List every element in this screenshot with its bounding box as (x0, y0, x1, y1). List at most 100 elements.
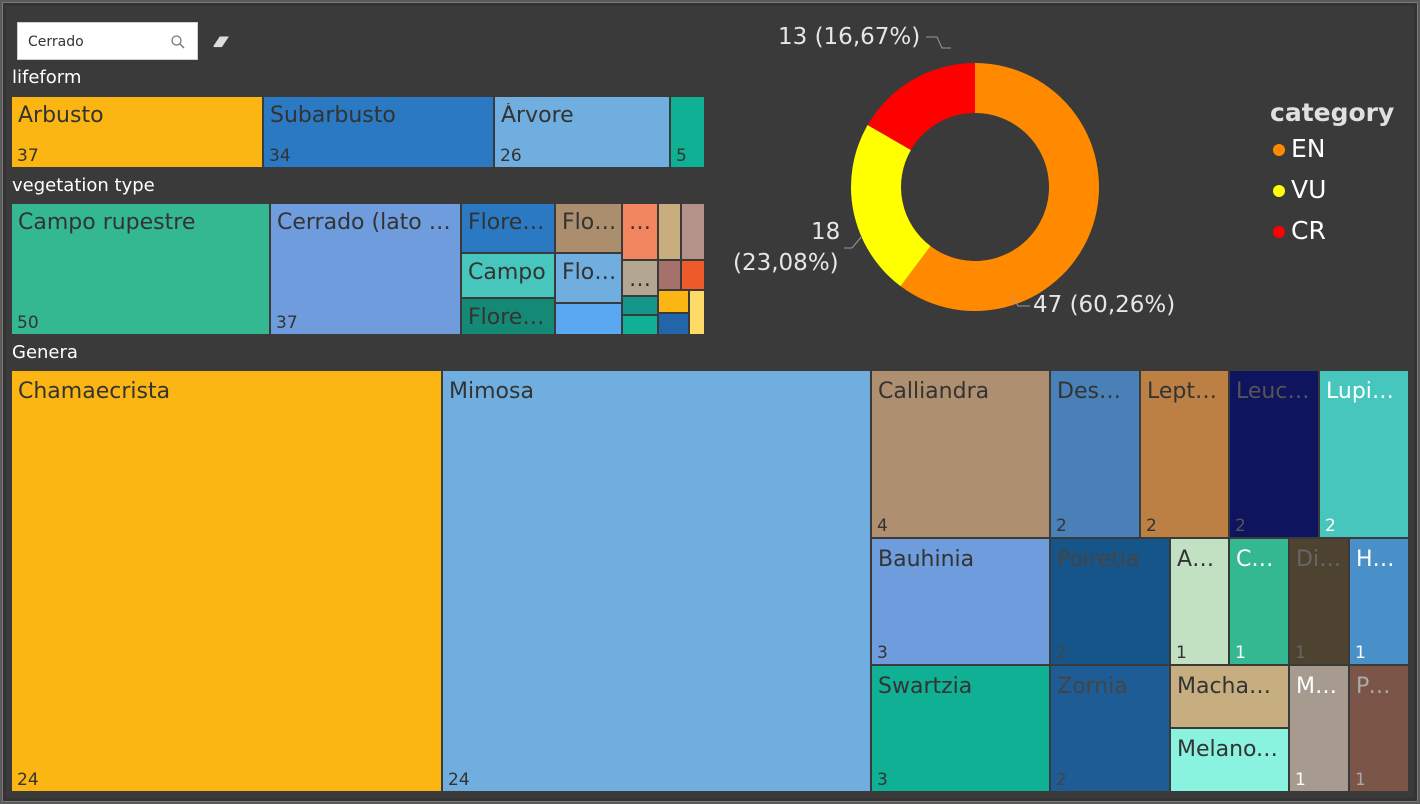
genera-tile[interactable]: Desmodium 2 (1050, 370, 1140, 538)
lifeform-tile[interactable]: 5 (670, 96, 705, 168)
vegetation-tile[interactable] (658, 203, 681, 260)
genera-tile-label: Melanoxylon (1177, 737, 1284, 762)
genera-tile-label: Machaerium (1177, 674, 1284, 699)
vegetation-tile[interactable]: Floresta (555, 253, 622, 303)
vegetation-tile[interactable]: Floresta Estacional (461, 203, 555, 253)
vegetation-tile[interactable] (622, 315, 658, 335)
genera-tile[interactable]: Camptosema 1 (1229, 538, 1289, 665)
vegetation-tile[interactable]: Cerrado (lato sensu) 37 (270, 203, 461, 335)
legend-label: EN (1291, 134, 1326, 163)
vegetation-tile[interactable] (658, 290, 689, 313)
genera-tile-label: Mysanthus (1296, 674, 1344, 699)
legend-item-cr[interactable]: CR (1273, 216, 1326, 245)
vegetation-tile-label: Floresta (468, 305, 550, 330)
genera-tile-value: 2 (1056, 770, 1067, 790)
vegetation-tile-label: Campo rupestre (18, 210, 196, 235)
vegetation-tile[interactable] (658, 313, 689, 335)
genera-tile[interactable]: Harpalyce 1 (1349, 538, 1409, 665)
donut-leader-line-cr (926, 36, 951, 49)
lifeform-tile-value: 34 (269, 146, 291, 166)
legend-marker (1273, 144, 1285, 156)
genera-tile-value: 1 (1295, 643, 1306, 663)
genera-tile-label: Leucaena (1236, 379, 1314, 404)
vegetation-tile-value: 50 (17, 313, 39, 333)
lifeform-tile[interactable]: Arbusto 37 (11, 96, 263, 168)
search-input[interactable]: Cerrado (28, 34, 84, 50)
genera-tile[interactable]: Leptolobium 2 (1140, 370, 1229, 538)
lifeform-tile[interactable]: Subarbusto 34 (263, 96, 494, 168)
genera-tile-value: 1 (1235, 643, 1246, 663)
vegetation-tile-label: … (629, 267, 651, 292)
genera-tile[interactable]: Zornia 2 (1050, 665, 1170, 792)
vegetation-tile[interactable] (681, 203, 705, 260)
vegetation-tile[interactable] (681, 260, 705, 290)
genera-tile-label: Harpalyce (1356, 547, 1404, 572)
lifeform-tile-value: 37 (17, 146, 39, 166)
genera-tile[interactable]: Machaerium (1170, 665, 1289, 728)
genera-tile[interactable]: Bauhinia 3 (871, 538, 1050, 665)
genera-tile[interactable]: Periandra 1 (1349, 665, 1409, 792)
vegetation-tile[interactable]: Floresta Ombrófila (555, 203, 622, 253)
legend-marker (1273, 185, 1285, 197)
donut-leader-line-en (1011, 295, 1030, 307)
genera-tile-value: 3 (877, 770, 888, 790)
genera-tile-value: 1 (1176, 643, 1187, 663)
genera-tile-label: Zornia (1057, 674, 1128, 699)
vegetation-tile[interactable] (658, 260, 681, 290)
genera-tile[interactable]: Dimorphandra 1 (1289, 538, 1349, 665)
vegetation-tile[interactable]: Campo rupestre 50 (11, 203, 270, 335)
genera-tile[interactable]: Chamaecrista 24 (11, 370, 442, 792)
donut-slice-vu[interactable] (851, 125, 931, 287)
eraser-icon[interactable] (212, 34, 230, 48)
vegetation-tile-label: Cerrado (lato sensu) (277, 210, 456, 235)
lifeform-tile-value: 26 (500, 146, 522, 166)
donut-label-vu-percent: (23,08%) (733, 250, 839, 276)
genera-tile-label: Lupinus (1326, 379, 1404, 404)
vegetation-tile-label: Floresta Ombrófila (562, 210, 617, 235)
search-slicer[interactable]: Cerrado (17, 22, 198, 60)
genera-tile[interactable]: Mimosa 24 (442, 370, 871, 792)
vegetation-type-title: vegetation type (12, 175, 155, 196)
genera-tile-label: Periandra (1356, 674, 1404, 699)
vegetation-tile-label: Floresta Estacional (468, 210, 550, 235)
category-donut-chart (844, 36, 1099, 311)
genera-tile-label: Camptosema (1236, 547, 1284, 572)
vegetation-tile[interactable]: … (622, 203, 658, 260)
search-icon[interactable] (171, 35, 185, 49)
genera-tile-label: Andira (1177, 547, 1224, 572)
genera-tile-value: 2 (1146, 516, 1157, 536)
genera-tile-label: Swartzia (878, 674, 973, 699)
donut-slice-cr[interactable] (867, 63, 975, 150)
legend-title: category (1270, 98, 1395, 127)
genera-tile[interactable]: Calliandra 4 (871, 370, 1050, 538)
vegetation-tile[interactable] (689, 290, 705, 335)
vegetation-tile[interactable] (555, 303, 622, 335)
donut-leader-line-vu (844, 235, 863, 249)
genera-tile[interactable]: Andira 1 (1170, 538, 1229, 665)
genera-tile-label: Bauhinia (878, 547, 975, 572)
genera-tile[interactable]: Mysanthus 1 (1289, 665, 1349, 792)
genera-tile-value: 2 (1325, 516, 1336, 536)
donut-slice-en[interactable] (900, 63, 1099, 311)
vegetation-tile-label: Campo (468, 260, 546, 285)
legend-item-vu[interactable]: VU (1273, 175, 1326, 204)
lifeform-tile-label: Subarbusto (270, 103, 396, 128)
legend-label: VU (1291, 175, 1327, 204)
vegetation-tile[interactable]: … (622, 260, 658, 296)
genera-tile[interactable]: Poiretia 2 (1050, 538, 1170, 665)
genera-tile-value: 2 (1056, 516, 1067, 536)
genera-tile[interactable]: Swartzia 3 (871, 665, 1050, 792)
donut-label-vu-count: 18 (811, 219, 841, 245)
vegetation-tile-label: Floresta (562, 260, 617, 285)
genera-tile-value: 3 (877, 643, 888, 663)
genera-title: Genera (12, 342, 78, 363)
genera-tile[interactable]: Leucaena 2 (1229, 370, 1319, 538)
genera-tile[interactable]: Melanoxylon (1170, 728, 1289, 792)
genera-tile[interactable]: Lupinus 2 (1319, 370, 1409, 538)
lifeform-tile[interactable]: Árvore 26 (494, 96, 670, 168)
vegetation-tile[interactable]: Campo (461, 253, 555, 298)
vegetation-tile[interactable] (622, 296, 658, 315)
vegetation-tile[interactable]: Floresta (461, 298, 555, 335)
legend-item-en[interactable]: EN (1273, 134, 1326, 163)
lifeform-title: lifeform (12, 67, 82, 88)
